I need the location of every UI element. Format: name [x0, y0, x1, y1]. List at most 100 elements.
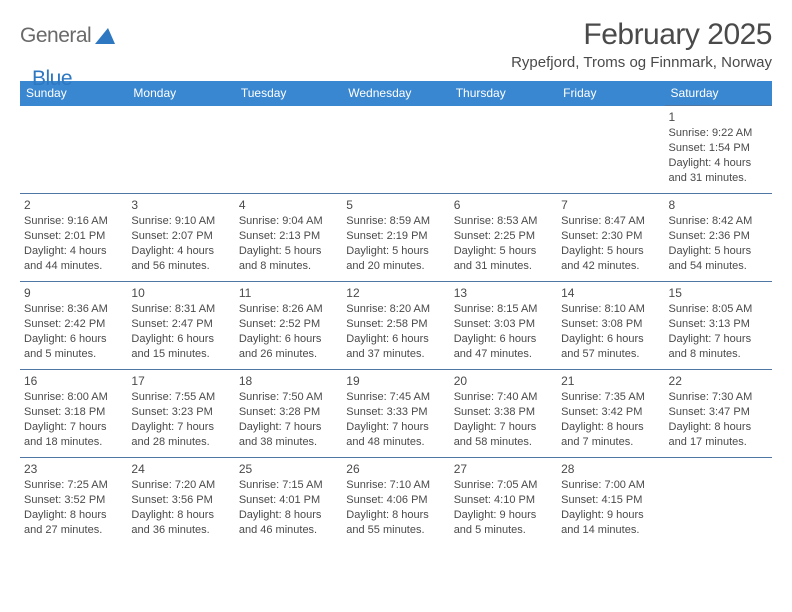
calendar-day-cell: 12Sunrise: 8:20 AMSunset: 2:58 PMDayligh…: [342, 282, 449, 370]
sunrise-text: Sunrise: 7:00 AM: [561, 478, 660, 493]
calendar-day-cell: 3Sunrise: 9:10 AMSunset: 2:07 PMDaylight…: [127, 194, 234, 282]
daylight-text: Daylight: 6 hours: [346, 332, 445, 347]
calendar-day-cell: 4Sunrise: 9:04 AMSunset: 2:13 PMDaylight…: [235, 194, 342, 282]
sunrise-text: Sunrise: 7:45 AM: [346, 390, 445, 405]
calendar-day-cell: 18Sunrise: 7:50 AMSunset: 3:28 PMDayligh…: [235, 370, 342, 458]
calendar-day-cell: 25Sunrise: 7:15 AMSunset: 4:01 PMDayligh…: [235, 458, 342, 546]
daylight-text: and 56 minutes.: [131, 259, 230, 274]
sunrise-text: Sunrise: 7:15 AM: [239, 478, 338, 493]
daylight-text: Daylight: 4 hours: [131, 244, 230, 259]
sunset-text: Sunset: 2:52 PM: [239, 317, 338, 332]
daylight-text: and 55 minutes.: [346, 523, 445, 538]
day-number: 5: [346, 197, 445, 213]
daylight-text: Daylight: 7 hours: [454, 420, 553, 435]
calendar-week-row: 9Sunrise: 8:36 AMSunset: 2:42 PMDaylight…: [20, 282, 772, 370]
sunset-text: Sunset: 2:42 PM: [24, 317, 123, 332]
sunset-text: Sunset: 2:25 PM: [454, 229, 553, 244]
weekday-header-row: Sunday Monday Tuesday Wednesday Thursday…: [20, 81, 772, 106]
calendar-week-row: 23Sunrise: 7:25 AMSunset: 3:52 PMDayligh…: [20, 458, 772, 546]
sunrise-text: Sunrise: 8:00 AM: [24, 390, 123, 405]
sunset-text: Sunset: 2:47 PM: [131, 317, 230, 332]
calendar-day-cell: [20, 106, 127, 194]
daylight-text: Daylight: 7 hours: [239, 420, 338, 435]
daylight-text: Daylight: 7 hours: [346, 420, 445, 435]
sunrise-text: Sunrise: 7:55 AM: [131, 390, 230, 405]
calendar-day-cell: 13Sunrise: 8:15 AMSunset: 3:03 PMDayligh…: [450, 282, 557, 370]
sunrise-text: Sunrise: 8:05 AM: [669, 302, 768, 317]
calendar-day-cell: 10Sunrise: 8:31 AMSunset: 2:47 PMDayligh…: [127, 282, 234, 370]
sunset-text: Sunset: 3:13 PM: [669, 317, 768, 332]
calendar-day-cell: 6Sunrise: 8:53 AMSunset: 2:25 PMDaylight…: [450, 194, 557, 282]
day-number: 23: [24, 461, 123, 477]
sunset-text: Sunset: 2:01 PM: [24, 229, 123, 244]
calendar-day-cell: 9Sunrise: 8:36 AMSunset: 2:42 PMDaylight…: [20, 282, 127, 370]
calendar-day-cell: 15Sunrise: 8:05 AMSunset: 3:13 PMDayligh…: [665, 282, 772, 370]
daylight-text: Daylight: 6 hours: [131, 332, 230, 347]
calendar-day-cell: 27Sunrise: 7:05 AMSunset: 4:10 PMDayligh…: [450, 458, 557, 546]
weekday-header: Thursday: [450, 81, 557, 106]
calendar-day-cell: 16Sunrise: 8:00 AMSunset: 3:18 PMDayligh…: [20, 370, 127, 458]
sunrise-text: Sunrise: 8:15 AM: [454, 302, 553, 317]
sunset-text: Sunset: 3:23 PM: [131, 405, 230, 420]
sunrise-text: Sunrise: 8:20 AM: [346, 302, 445, 317]
daylight-text: and 18 minutes.: [24, 435, 123, 450]
sunset-text: Sunset: 2:36 PM: [669, 229, 768, 244]
calendar-day-cell: 11Sunrise: 8:26 AMSunset: 2:52 PMDayligh…: [235, 282, 342, 370]
day-number: 20: [454, 373, 553, 389]
sunrise-text: Sunrise: 7:35 AM: [561, 390, 660, 405]
daylight-text: and 38 minutes.: [239, 435, 338, 450]
daylight-text: Daylight: 8 hours: [346, 508, 445, 523]
sunrise-text: Sunrise: 8:36 AM: [24, 302, 123, 317]
calendar-day-cell: [450, 106, 557, 194]
sunset-text: Sunset: 4:06 PM: [346, 493, 445, 508]
daylight-text: and 42 minutes.: [561, 259, 660, 274]
sunset-text: Sunset: 3:08 PM: [561, 317, 660, 332]
weekday-header: Saturday: [665, 81, 772, 106]
sunrise-text: Sunrise: 9:16 AM: [24, 214, 123, 229]
sunrise-text: Sunrise: 8:31 AM: [131, 302, 230, 317]
sunset-text: Sunset: 3:33 PM: [346, 405, 445, 420]
calendar-day-cell: [665, 458, 772, 546]
day-number: 21: [561, 373, 660, 389]
sunset-text: Sunset: 3:03 PM: [454, 317, 553, 332]
day-number: 6: [454, 197, 553, 213]
day-number: 14: [561, 285, 660, 301]
calendar-page: General February 2025 Rypefjord, Troms o…: [0, 0, 792, 556]
sunrise-text: Sunrise: 7:20 AM: [131, 478, 230, 493]
daylight-text: Daylight: 5 hours: [669, 244, 768, 259]
sunrise-text: Sunrise: 8:26 AM: [239, 302, 338, 317]
calendar-table: Sunday Monday Tuesday Wednesday Thursday…: [20, 81, 772, 546]
title-block: February 2025 Rypefjord, Troms og Finnma…: [511, 18, 772, 71]
daylight-text: and 31 minutes.: [454, 259, 553, 274]
logo-triangle-icon: [95, 28, 115, 44]
daylight-text: and 44 minutes.: [24, 259, 123, 274]
daylight-text: and 15 minutes.: [131, 347, 230, 362]
sunset-text: Sunset: 2:30 PM: [561, 229, 660, 244]
daylight-text: and 46 minutes.: [239, 523, 338, 538]
sunset-text: Sunset: 3:42 PM: [561, 405, 660, 420]
daylight-text: and 31 minutes.: [669, 171, 768, 186]
sunrise-text: Sunrise: 7:25 AM: [24, 478, 123, 493]
calendar-day-cell: 21Sunrise: 7:35 AMSunset: 3:42 PMDayligh…: [557, 370, 664, 458]
day-number: 4: [239, 197, 338, 213]
day-number: 28: [561, 461, 660, 477]
sunset-text: Sunset: 3:56 PM: [131, 493, 230, 508]
sunset-text: Sunset: 3:18 PM: [24, 405, 123, 420]
daylight-text: Daylight: 8 hours: [24, 508, 123, 523]
sunrise-text: Sunrise: 7:50 AM: [239, 390, 338, 405]
daylight-text: Daylight: 4 hours: [24, 244, 123, 259]
daylight-text: and 48 minutes.: [346, 435, 445, 450]
day-number: 11: [239, 285, 338, 301]
daylight-text: and 37 minutes.: [346, 347, 445, 362]
daylight-text: and 5 minutes.: [454, 523, 553, 538]
calendar-day-cell: [342, 106, 449, 194]
sunrise-text: Sunrise: 8:59 AM: [346, 214, 445, 229]
daylight-text: Daylight: 4 hours: [669, 156, 768, 171]
sunrise-text: Sunrise: 7:05 AM: [454, 478, 553, 493]
sunset-text: Sunset: 3:47 PM: [669, 405, 768, 420]
calendar-day-cell: 20Sunrise: 7:40 AMSunset: 3:38 PMDayligh…: [450, 370, 557, 458]
day-number: 1: [669, 109, 768, 125]
sunset-text: Sunset: 4:15 PM: [561, 493, 660, 508]
daylight-text: and 20 minutes.: [346, 259, 445, 274]
sunrise-text: Sunrise: 8:42 AM: [669, 214, 768, 229]
